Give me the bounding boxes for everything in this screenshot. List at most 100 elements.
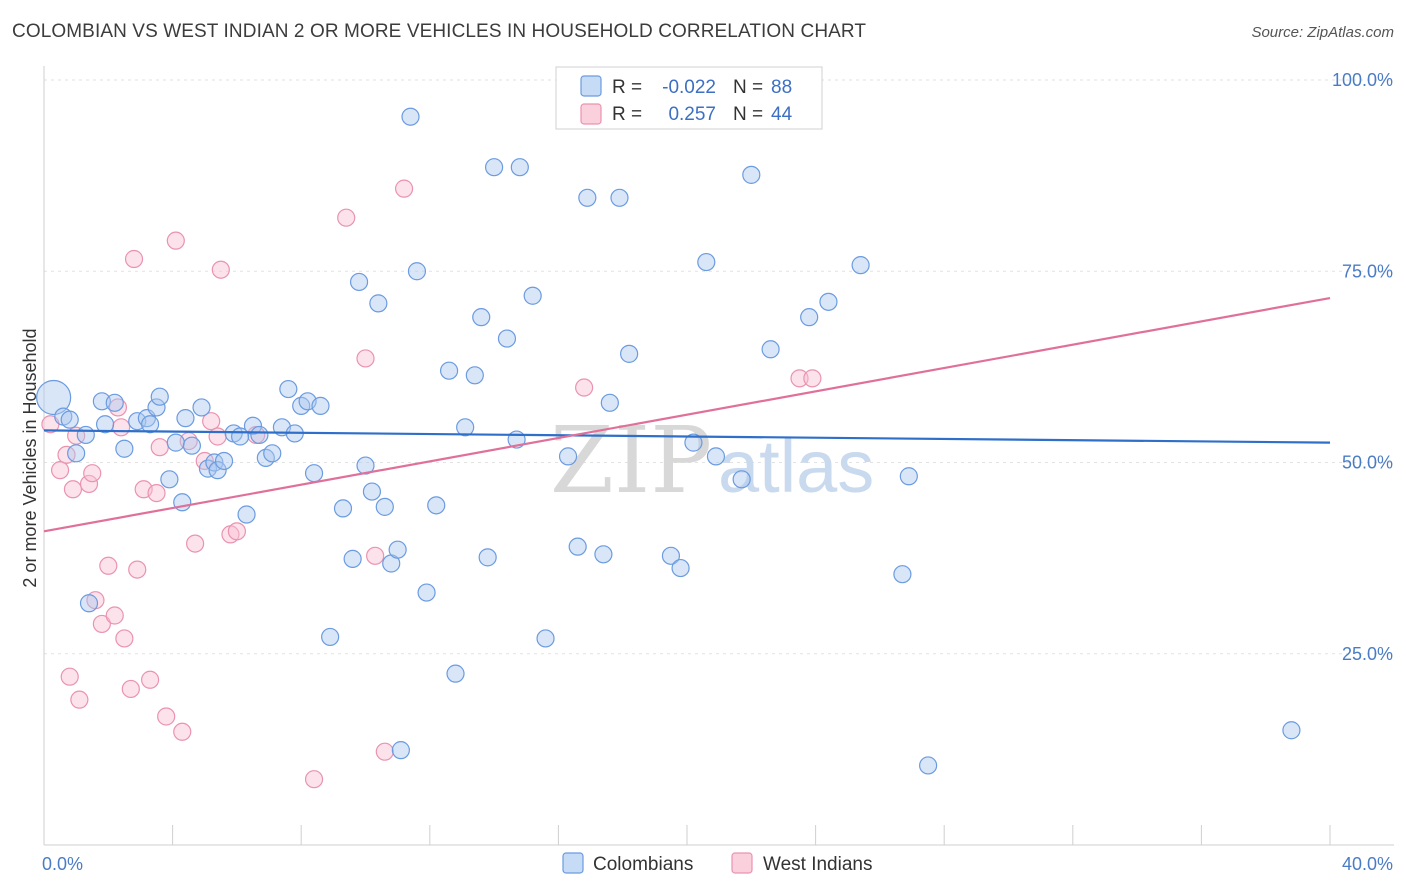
colombians-point bbox=[60, 410, 79, 429]
colombians-point bbox=[95, 415, 115, 434]
colombians-point bbox=[427, 496, 446, 515]
colombians-point bbox=[79, 594, 99, 613]
colombians-point bbox=[369, 294, 388, 313]
colombians-point bbox=[343, 549, 362, 568]
colombians-point bbox=[465, 366, 484, 385]
west-indians-point bbox=[337, 208, 356, 227]
legend-r-label-2: R = bbox=[612, 104, 642, 125]
west-indians-point bbox=[790, 369, 809, 388]
y-tick-label: 50.0% bbox=[1342, 453, 1393, 473]
west-indians-point bbox=[79, 474, 99, 494]
west-indians-point bbox=[50, 461, 70, 480]
west-indians-point bbox=[157, 707, 176, 726]
colombians-point bbox=[176, 409, 195, 428]
west-indians-point bbox=[63, 480, 83, 499]
colombians-point bbox=[523, 286, 542, 305]
colombians-point bbox=[456, 418, 475, 437]
west-indians-point bbox=[366, 546, 385, 565]
west-indians-point bbox=[150, 438, 169, 457]
colombians-point bbox=[391, 741, 410, 760]
colombians-point bbox=[1282, 721, 1301, 740]
colombians-point bbox=[36, 379, 72, 416]
y-tick-labels: 25.0% 50.0% 75.0% 100.0% bbox=[1332, 70, 1393, 664]
west-indians-point bbox=[70, 690, 89, 709]
legend-west-indians-swatch bbox=[731, 852, 753, 874]
colombians-point bbox=[497, 329, 517, 348]
west-indians-point bbox=[147, 484, 166, 503]
colombians-point bbox=[899, 467, 918, 486]
west-indians-point bbox=[60, 667, 79, 686]
colombians-point bbox=[375, 497, 394, 516]
colombians-point bbox=[478, 548, 497, 567]
legend-r-value-1: -0.022 bbox=[662, 77, 716, 98]
colombians-point bbox=[362, 482, 382, 501]
chart-title: COLOMBIAN VS WEST INDIAN 2 OR MORE VEHIC… bbox=[12, 21, 867, 42]
west-indians-point bbox=[124, 249, 144, 269]
colombians-point bbox=[684, 433, 703, 452]
colombians-point bbox=[333, 499, 353, 518]
west-indians-point bbox=[803, 369, 822, 388]
legend-r-value-2: 0.257 bbox=[668, 104, 716, 125]
colombians-point bbox=[214, 451, 234, 471]
west-indians-point bbox=[227, 522, 246, 541]
colombians-point bbox=[600, 393, 619, 412]
colombians-point bbox=[417, 583, 436, 602]
colombians-point bbox=[160, 470, 179, 489]
colombians-point bbox=[243, 416, 263, 435]
colombians-point bbox=[321, 627, 340, 647]
colombians-point bbox=[706, 447, 726, 466]
colombians-point bbox=[115, 439, 134, 458]
west-indians-trend-line bbox=[43, 296, 1331, 533]
colombians-point bbox=[208, 461, 227, 480]
legend-colombians-label: Colombians bbox=[593, 854, 693, 875]
x-tick-labels: 0.0% 40.0% bbox=[42, 854, 1393, 874]
west-indians-point bbox=[128, 560, 147, 579]
legend-n-value-2: 44 bbox=[771, 104, 793, 125]
west-indians-point bbox=[375, 742, 394, 761]
colombians-point bbox=[536, 629, 555, 648]
west-indians-point bbox=[304, 770, 324, 789]
west-indians-point bbox=[173, 722, 192, 741]
legend-west-indians-label: West Indians bbox=[763, 854, 872, 875]
legend-r-label-1: R = bbox=[612, 77, 642, 98]
colombians-point bbox=[510, 158, 529, 177]
series-legend: Colombians West Indians bbox=[562, 852, 872, 875]
y-tick-label: 75.0% bbox=[1342, 261, 1393, 281]
west-indians-point bbox=[166, 231, 185, 250]
colombians-point bbox=[140, 415, 160, 434]
legend-blue-swatch bbox=[580, 75, 602, 97]
colombians-point bbox=[485, 158, 504, 177]
colombians-point bbox=[610, 188, 629, 207]
colombians-point bbox=[147, 398, 166, 417]
y-tick-label: 25.0% bbox=[1342, 644, 1393, 664]
legend-colombians-swatch bbox=[562, 852, 584, 874]
west-indians-point bbox=[83, 464, 102, 483]
colombians-point bbox=[182, 436, 201, 455]
gridlines bbox=[44, 79, 1394, 655]
colombians-point bbox=[166, 433, 185, 452]
west-indians-point bbox=[394, 179, 414, 198]
colombians-trend-line bbox=[43, 429, 1331, 444]
colombians-point bbox=[279, 379, 298, 399]
colombians-point bbox=[893, 565, 912, 584]
source-label: Source: ZipAtlas.com bbox=[1251, 24, 1394, 41]
x-tick-label: 40.0% bbox=[1342, 854, 1393, 874]
colombians-point bbox=[446, 664, 465, 683]
colombians-point bbox=[401, 107, 420, 126]
west-indians-point bbox=[121, 679, 140, 699]
west-indians-point bbox=[575, 378, 594, 397]
colombians-point bbox=[761, 340, 780, 359]
y-axis-label: 2 or more Vehicles in Household bbox=[20, 328, 40, 587]
colombians-point bbox=[697, 252, 716, 272]
colombians-point bbox=[732, 470, 751, 489]
y-tick-label: 100.0% bbox=[1332, 70, 1393, 90]
colombians-point bbox=[742, 165, 761, 184]
legend-pink-swatch bbox=[580, 103, 602, 125]
colombians-point bbox=[671, 558, 690, 578]
colombians-point bbox=[256, 448, 275, 468]
colombians-point bbox=[105, 393, 124, 412]
colombians-point bbox=[439, 361, 459, 380]
colombians-point bbox=[819, 292, 838, 311]
colombians-point bbox=[76, 425, 95, 445]
